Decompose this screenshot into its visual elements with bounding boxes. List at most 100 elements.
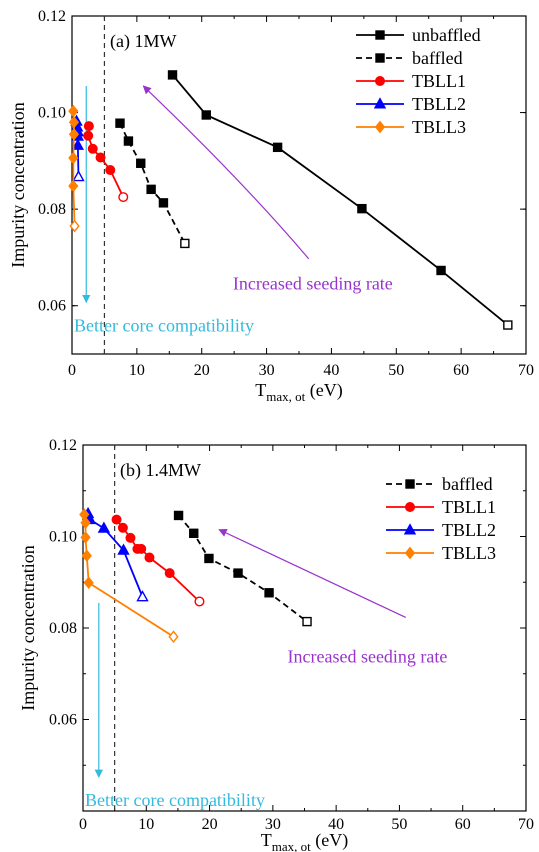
a-point-baffled-1: [123, 136, 134, 146]
b-point-TBLL3-4: [83, 576, 94, 590]
b-xtick-label-4: 40: [328, 816, 344, 833]
b-annotation-arrow-0: [218, 529, 407, 619]
b-ylabel: Impurity concentration: [18, 545, 38, 710]
a-ytick-label-0: 0.06: [38, 298, 66, 315]
b-legend: baffled TBLL1 TBLL2 TBLL3: [386, 474, 496, 563]
a-xtick-label-1: 10: [129, 362, 145, 379]
a-xtick-label-6: 60: [453, 362, 469, 379]
b-xlabel: Tmax, ot (eV): [261, 830, 348, 852]
b-annotation-text-0: Increased seeding rate: [288, 647, 448, 667]
b-point-baffled-0: [173, 510, 184, 521]
a-series-baffled: [115, 118, 190, 249]
b-point-baffled-1: [189, 528, 199, 538]
a-ytick-label-1: 0.08: [38, 201, 66, 218]
b-legend-label-baffled: baffled: [442, 474, 493, 494]
a-series-line-TBLL1: [87, 126, 125, 198]
a-xtick-label-0: 0: [68, 362, 76, 379]
b-point-TBLL3-3: [81, 549, 92, 563]
b-annotation-text-1: Better core compatibility: [85, 790, 265, 810]
b-xtick-label-0: 0: [79, 816, 87, 833]
a-point-TBLL3-0: [68, 104, 79, 118]
b-series-line-baffled: [177, 514, 308, 623]
a-legend: unbaffled baffled TBLL1 TBLL2 TBLL3: [356, 25, 481, 137]
a-series-TBLL1: [83, 121, 129, 203]
b-legend-marker-TBLL2: [403, 523, 417, 535]
a-point-baffled-3: [146, 184, 156, 195]
a-point-unbaffled-5: [503, 320, 513, 330]
b-xtick-label-7: 70: [518, 816, 534, 833]
a-legend-marker-unbaffled: [375, 30, 385, 40]
b-point-TBLL1-0: [111, 514, 122, 525]
b-point-TBLL3-2: [80, 531, 91, 544]
a-point-TBLL3-4: [68, 179, 79, 193]
b-point-TBLL1-7: [194, 596, 205, 607]
b-legend-marker-TBLL1: [405, 502, 416, 513]
a-annotation-arrow-0: [142, 85, 310, 260]
b-point-baffled-5: [302, 616, 312, 627]
a-point-TBLL1-3: [95, 152, 106, 163]
a-xtick-label-2: 20: [194, 362, 210, 379]
a-point-TBLL1-1: [83, 130, 94, 141]
a-point-TBLL1-2: [87, 143, 98, 154]
a-xlabel-unit: (eV): [305, 380, 342, 401]
a-xlabel-main: T: [255, 380, 266, 400]
b-series-line-TBLL3: [83, 514, 174, 638]
a-xtick-label-5: 50: [388, 362, 404, 379]
a-ytick-label-2: 0.10: [38, 105, 66, 122]
a-xtick-label-3: 30: [259, 362, 275, 379]
b-legend-label-TBLL2: TBLL2: [442, 520, 496, 540]
b-series-TBLL3: [79, 508, 179, 644]
a-point-unbaffled-1: [201, 110, 211, 120]
b-xlabel-unit: (eV): [311, 830, 348, 851]
b-legend-label-TBLL3: TBLL3: [442, 543, 496, 563]
a-legend-label-TBLL3: TBLL3: [412, 117, 466, 137]
b-point-baffled-2: [204, 553, 214, 564]
a-point-TBLL1-0: [83, 121, 94, 132]
b-ytick-label-1: 0.08: [49, 620, 77, 637]
a-annotation-text-1: Better core compatibility: [74, 315, 254, 335]
b-series-baffled: [173, 510, 312, 627]
a-legend-label-TBLL1: TBLL1: [412, 71, 466, 91]
a-point-unbaffled-3: [357, 203, 367, 214]
a-point-TBLL3-5: [69, 219, 80, 233]
b-xtick-label-6: 60: [455, 816, 471, 833]
b-point-TBLL1-2: [125, 532, 136, 543]
b-point-TBLL3-5: [168, 630, 179, 644]
b-point-TBLL2-4: [136, 590, 149, 602]
a-legend-label-unbaffled: unbaffled: [412, 25, 481, 45]
b-point-TBLL1-1: [117, 522, 128, 533]
a-xlabel: Tmax, ot (eV): [255, 380, 342, 404]
a-point-TBLL1-4: [105, 165, 116, 176]
a-point-unbaffled-4: [436, 265, 446, 276]
a-legend-marker-baffled: [375, 53, 385, 63]
a-point-TBLL1-5: [118, 192, 129, 203]
a-xtick-label-7: 70: [518, 362, 534, 379]
a-annotation-text-0: Increased seeding rate: [233, 273, 393, 293]
a-legend-label-TBLL2: TBLL2: [412, 94, 466, 114]
panel-b-chart: 0 10 20 30 40 50 60 70 0.06 0.08 0.10 0.12 Impurity …: [18, 437, 534, 852]
a-legend-marker-TBLL1: [375, 75, 386, 86]
b-point-TBLL2-3: [117, 543, 130, 555]
b-point-baffled-3: [233, 568, 243, 578]
a-ytick-label-3: 0.12: [38, 8, 66, 25]
b-xtick-label-1: 10: [138, 816, 154, 833]
a-point-TBLL2-5: [72, 170, 85, 182]
a-point-baffled-4: [158, 198, 169, 208]
a-point-TBLL3-2: [68, 127, 80, 141]
b-xlabel-main: T: [261, 830, 272, 850]
b-legend-marker-baffled: [405, 479, 415, 489]
a-series-line-unbaffled: [171, 74, 509, 326]
b-point-TBLL1-5: [144, 552, 155, 563]
a-point-baffled-5: [180, 238, 190, 249]
b-point-TBLL1-4: [136, 543, 147, 554]
b-xlabel-subscript: max, ot: [272, 839, 311, 852]
panel-a-chart: 0 10 20 30 40 50 60 70 0.06 0.08 0.10 0.12 Impurity …: [8, 8, 534, 404]
b-panel-title: (b) 1.4MW: [120, 460, 201, 481]
b-series-TBLL1: [111, 514, 205, 607]
a-point-TBLL2-4: [71, 138, 85, 150]
a-point-unbaffled-2: [272, 142, 283, 153]
b-xtick-label-5: 50: [391, 816, 407, 833]
b-legend-marker-TBLL3: [404, 546, 416, 560]
b-point-TBLL1-6: [164, 568, 175, 579]
